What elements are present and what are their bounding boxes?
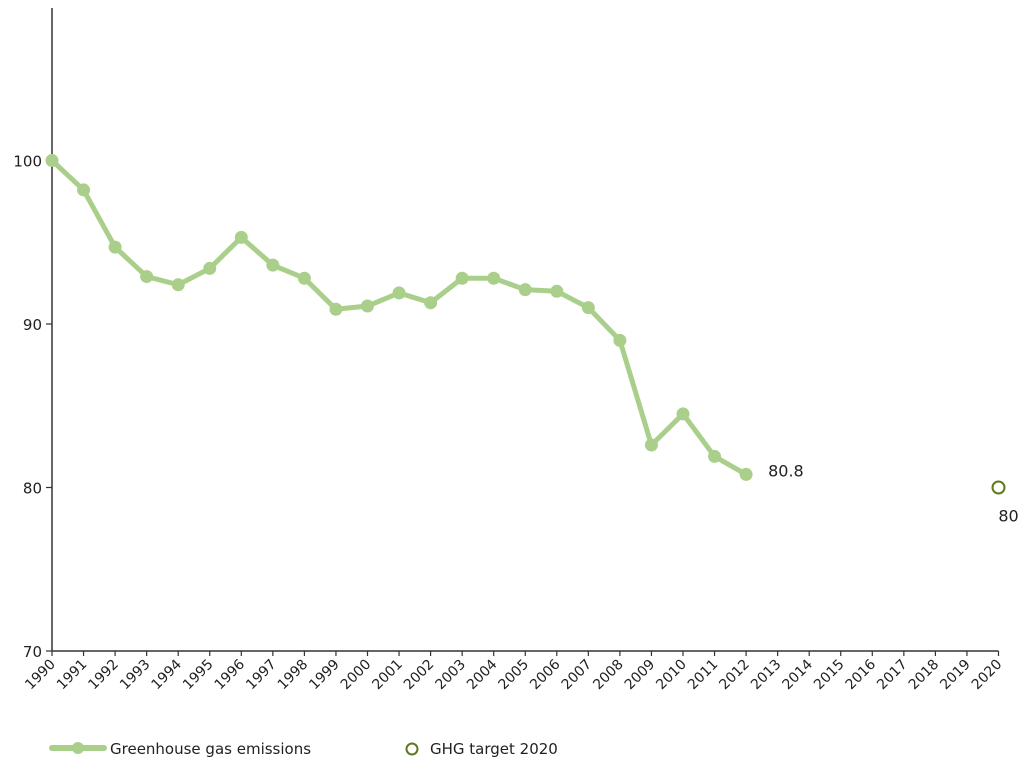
x-tick-label: 2002 (401, 657, 438, 694)
x-tick-label: 2006 (527, 656, 564, 693)
x-tick-label: 1993 (117, 657, 154, 694)
target-point-label: 80 (998, 507, 1018, 526)
y-axis-ticks: 70 80 90 100 (13, 153, 52, 661)
x-tick-label: 2014 (780, 656, 817, 693)
x-tick-label: 2003 (432, 657, 469, 694)
x-tick-label: 2017 (874, 657, 911, 694)
x-tick-label: 1990 (22, 657, 59, 694)
emissions-point (518, 283, 532, 297)
emissions-point (171, 278, 185, 292)
target-point (991, 480, 1006, 495)
y-tick-label: 80 (23, 480, 42, 498)
emissions-point (234, 230, 248, 244)
y-tick-label: 90 (23, 316, 42, 334)
x-tick-label: 1999 (306, 657, 343, 694)
legend-target-marker (405, 742, 419, 756)
emissions-point (108, 240, 122, 254)
emissions-point (487, 271, 501, 285)
emissions-point (613, 333, 627, 347)
x-tick-label: 2008 (590, 657, 627, 694)
emissions-point (644, 438, 658, 452)
emissions-point (581, 301, 595, 315)
chart-legend: Greenhouse gas emissions GHG target 2020 (49, 740, 558, 758)
x-tick-label: 2015 (811, 657, 848, 694)
chart-axes (51, 8, 999, 652)
x-tick-label: 2004 (464, 656, 501, 693)
legend-label-target: GHG target 2020 (430, 740, 558, 758)
x-axis-ticks: 1990199119921993199419951996199719981999… (22, 651, 1005, 693)
emissions-point (424, 296, 438, 310)
emissions-point (140, 270, 154, 284)
x-tick-label: 2013 (748, 657, 785, 694)
emissions-point (550, 284, 564, 298)
emissions-point (361, 299, 374, 313)
emissions-point (739, 467, 753, 481)
x-tick-label: 1992 (85, 657, 122, 694)
emissions-point (676, 407, 690, 421)
emissions-point (329, 302, 343, 316)
emissions-point (708, 449, 722, 463)
emissions-point (455, 271, 469, 285)
emissions-series-line (49, 158, 749, 477)
x-tick-label: 2012 (716, 657, 753, 694)
x-tick-label: 1995 (180, 657, 217, 694)
chart-series: 80.8 80 (45, 154, 1019, 526)
emissions-end-label: 80.8 (768, 461, 804, 480)
x-tick-label: 1998 (275, 657, 312, 694)
x-tick-label: 2009 (622, 657, 659, 694)
emissions-point (203, 261, 217, 275)
emissions-point (45, 154, 59, 167)
x-tick-label: 1996 (212, 656, 249, 693)
x-tick-label: 1997 (243, 657, 280, 694)
x-tick-label: 2016 (843, 656, 880, 693)
x-tick-label: 1991 (54, 657, 91, 694)
x-tick-label: 2018 (906, 657, 943, 694)
x-tick-label: 2001 (369, 657, 406, 694)
emissions-point (392, 286, 406, 300)
emissions-point (297, 271, 311, 285)
x-tick-label: 2019 (937, 657, 974, 694)
x-tick-label: 1994 (149, 656, 186, 693)
y-tick-label: 100 (13, 153, 42, 171)
x-tick-label: 2010 (653, 657, 690, 694)
emissions-point (77, 183, 91, 197)
y-tick-label: 70 (23, 643, 42, 661)
x-tick-label: 2007 (559, 657, 596, 694)
x-tick-label: 2000 (338, 657, 375, 694)
x-tick-label: 2020 (969, 657, 1006, 694)
x-tick-label: 2011 (685, 657, 722, 694)
x-tick-label: 2005 (496, 657, 533, 694)
legend-line-marker (72, 742, 84, 754)
legend-label-emissions: Greenhouse gas emissions (110, 740, 311, 758)
emissions-point (266, 258, 280, 272)
